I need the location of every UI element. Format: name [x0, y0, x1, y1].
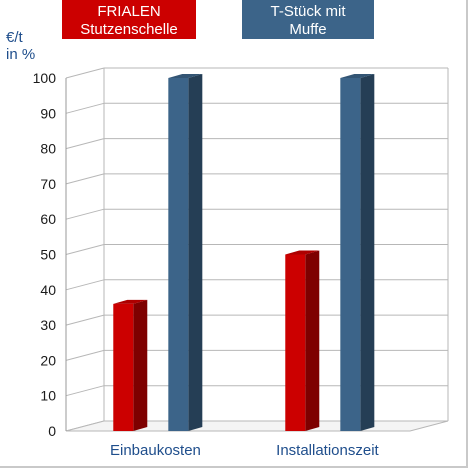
- bar: [285, 254, 306, 431]
- y-tick-label: 100: [33, 70, 57, 86]
- bar-side: [188, 74, 203, 431]
- y-tick-label: 90: [40, 105, 56, 121]
- bar: [340, 78, 361, 431]
- gridline-depth: [65, 208, 105, 220]
- legend-item-t-stueck: T-Stück mit Muffe: [242, 0, 374, 39]
- bar-side: [133, 299, 148, 431]
- x-tick-label: Einbaukosten: [110, 442, 201, 459]
- bar-top: [340, 74, 375, 78]
- bar-top: [168, 74, 203, 78]
- bar-top: [285, 250, 320, 255]
- gridline-depth: [65, 385, 105, 397]
- y-tick-label: 40: [40, 282, 56, 298]
- gridline-depth: [65, 67, 105, 79]
- gridline-depth: [65, 314, 105, 326]
- y-tick-label: 70: [40, 176, 56, 192]
- y-tick-label: 60: [40, 211, 56, 227]
- gridline-depth: [65, 279, 105, 291]
- y-tick-label: 20: [40, 352, 56, 368]
- x-tick-label: Installationszeit: [276, 442, 379, 459]
- legend-item-frialen: FRIALEN Stutzenschelle: [62, 0, 196, 39]
- bar-side: [305, 250, 320, 431]
- gridline-depth: [65, 349, 105, 361]
- y-tick-label: 0: [48, 423, 56, 439]
- bar-top: [113, 299, 148, 304]
- bar: [113, 303, 134, 431]
- legend-label-t-stueck: T-Stück mit Muffe: [270, 2, 346, 38]
- gridline-depth: [65, 102, 105, 114]
- y-tick-label: 30: [40, 317, 56, 333]
- bar-side: [360, 74, 375, 431]
- y-axis-label: €/t in %: [6, 29, 36, 63]
- bar: [168, 78, 189, 431]
- gridline-depth: [65, 138, 105, 150]
- y-tick-label: 80: [40, 141, 56, 157]
- legend-label-frialen: FRIALEN Stutzenschelle: [80, 2, 178, 38]
- y-tick-label: 50: [40, 247, 56, 263]
- y-tick-label: 10: [40, 388, 56, 404]
- gridline-depth: [65, 173, 105, 185]
- gridline-depth: [65, 244, 105, 255]
